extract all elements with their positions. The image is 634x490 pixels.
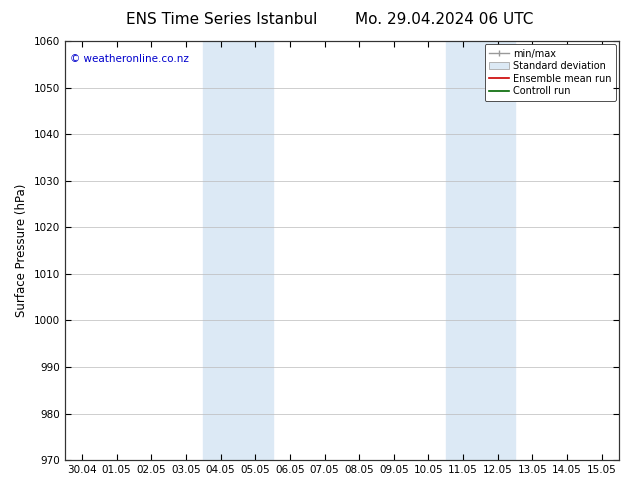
Bar	[204, 41, 273, 460]
Bar	[446, 41, 515, 460]
Text: © weatheronline.co.nz: © weatheronline.co.nz	[70, 53, 189, 64]
Y-axis label: Surface Pressure (hPa): Surface Pressure (hPa)	[15, 184, 28, 318]
Legend: min/max, Standard deviation, Ensemble mean run, Controll run: min/max, Standard deviation, Ensemble me…	[484, 44, 616, 101]
Text: ENS Time Series Istanbul: ENS Time Series Istanbul	[126, 12, 318, 27]
Text: Mo. 29.04.2024 06 UTC: Mo. 29.04.2024 06 UTC	[354, 12, 533, 27]
